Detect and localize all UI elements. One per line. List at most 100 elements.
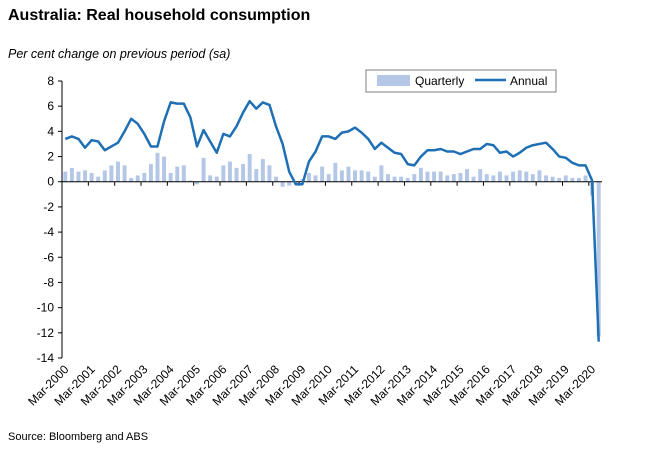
chart: 8 6 4 2 0 -2 -4 -6 -8 -10 -12 -14 Mar-2000Mar-2001M… [25,69,602,408]
quarterly-bar [438,171,443,182]
y-tick-label: 6 [47,99,54,113]
quarterly-bar [76,171,81,182]
quarterly-bar [471,176,476,182]
quarterly-bar [247,154,252,182]
quarterly-bar [96,176,101,182]
quarterly-bar [557,177,562,182]
quarterly-bar [155,152,160,182]
quarterly-bar [339,170,344,182]
y-tick-label: -14 [37,351,55,365]
quarterly-bar [386,174,390,182]
quarterly-bar [517,170,522,182]
quarterly-bar [135,175,140,182]
x-ticks: Mar-2000Mar-2001Mar-2002Mar-2003Mar-2004… [25,181,598,408]
quarterly-bar [451,174,456,182]
quarterly-bar [227,161,232,182]
quarterly-bar [346,166,351,182]
quarterly-bar [530,174,535,182]
quarterly-bar [478,169,483,182]
y-tick-label: -4 [43,225,54,239]
y-tick-label: -8 [43,275,54,289]
quarterly-bar [280,181,285,187]
quarterly-bar [306,172,311,182]
quarterly-bar [260,159,265,182]
quarterly-bar [162,156,167,182]
quarterly-bar [537,170,542,182]
quarterly-bar [504,175,509,182]
y-tick-label: 4 [47,124,54,138]
quarterly-bar [353,170,358,182]
quarterly-bar [445,175,450,182]
quarterly-bar [405,177,410,182]
chart-subtitle: Per cent change on previous period (sa) [8,47,231,61]
quarterly-bar [326,174,331,182]
chart-title: Australia: Real household consumption [8,7,311,24]
y-ticks: 8 6 4 2 0 -2 -4 -6 -8 -10 -12 -14 [37,74,62,365]
quarterly-bar [129,177,134,182]
y-tick-label: -2 [43,200,54,214]
quarterly-bar [524,171,529,182]
quarterly-bar [241,164,246,182]
quarterly-bar [313,175,318,182]
quarterly-bar [201,157,206,182]
quarterly-bar [208,175,213,182]
quarterly-bar [425,171,430,182]
quarterly-bar [412,174,417,182]
quarterly-bar [109,165,114,182]
quarterly-bar [168,172,173,182]
quarterly-bar [254,169,259,182]
quarterly-bar [175,166,180,182]
quarterly-bar [576,177,581,182]
legend-box [365,69,557,93]
y-tick-label: -12 [37,326,55,340]
quarterly-bar [89,172,94,182]
annual-line [64,99,600,342]
quarterly-bar [583,175,588,182]
source-note: Source: Bloomberg and ABS [8,431,149,443]
quarterly-bar [379,165,384,182]
quarterly-bar [366,171,371,182]
quarterly-bars [63,152,601,337]
quarterly-bar [418,167,423,182]
legend: Quarterly Annual [365,69,557,93]
legend-label-annual: Annual [510,74,547,88]
quarterly-bar [102,170,107,182]
y-tick-label: 8 [47,74,54,88]
quarterly-bar [550,176,555,182]
quarterly-bar [83,170,88,182]
y-tick-label: 0 [47,175,54,189]
quarterly-bar [563,175,568,182]
quarterly-bar [372,176,377,182]
quarterly-bar [497,171,502,182]
quarterly-bar [511,171,516,182]
quarterly-bar [181,165,186,182]
quarterly-bar [214,176,219,182]
quarterly-bar [458,172,463,182]
legend-label-quarterly: Quarterly [415,74,464,88]
quarterly-bar [234,167,239,182]
quarterly-bar [116,161,120,182]
quarterly-bar [333,162,338,182]
quarterly-bar [69,167,74,182]
quarterly-bar [399,176,404,182]
quarterly-bar [188,180,193,182]
quarterly-bar [287,181,292,186]
quarterly-bar [148,164,153,182]
quarterly-bar [320,166,325,182]
quarterly-bar [195,181,199,185]
y-tick-label: -10 [37,301,55,315]
legend-swatch-quarterly [377,75,410,86]
quarterly-bar [221,165,226,182]
y-tick-label: 2 [47,150,54,164]
quarterly-bar [596,181,601,337]
quarterly-bar [491,175,496,182]
quarterly-bar [274,176,278,182]
quarterly-bar [570,177,575,182]
quarterly-bar [432,171,437,182]
quarterly-bar [484,174,489,182]
quarterly-bar [63,171,68,182]
quarterly-bar [267,165,272,182]
quarterly-bar [122,165,127,182]
quarterly-bar [544,175,548,182]
y-tick-label: -6 [43,250,54,264]
